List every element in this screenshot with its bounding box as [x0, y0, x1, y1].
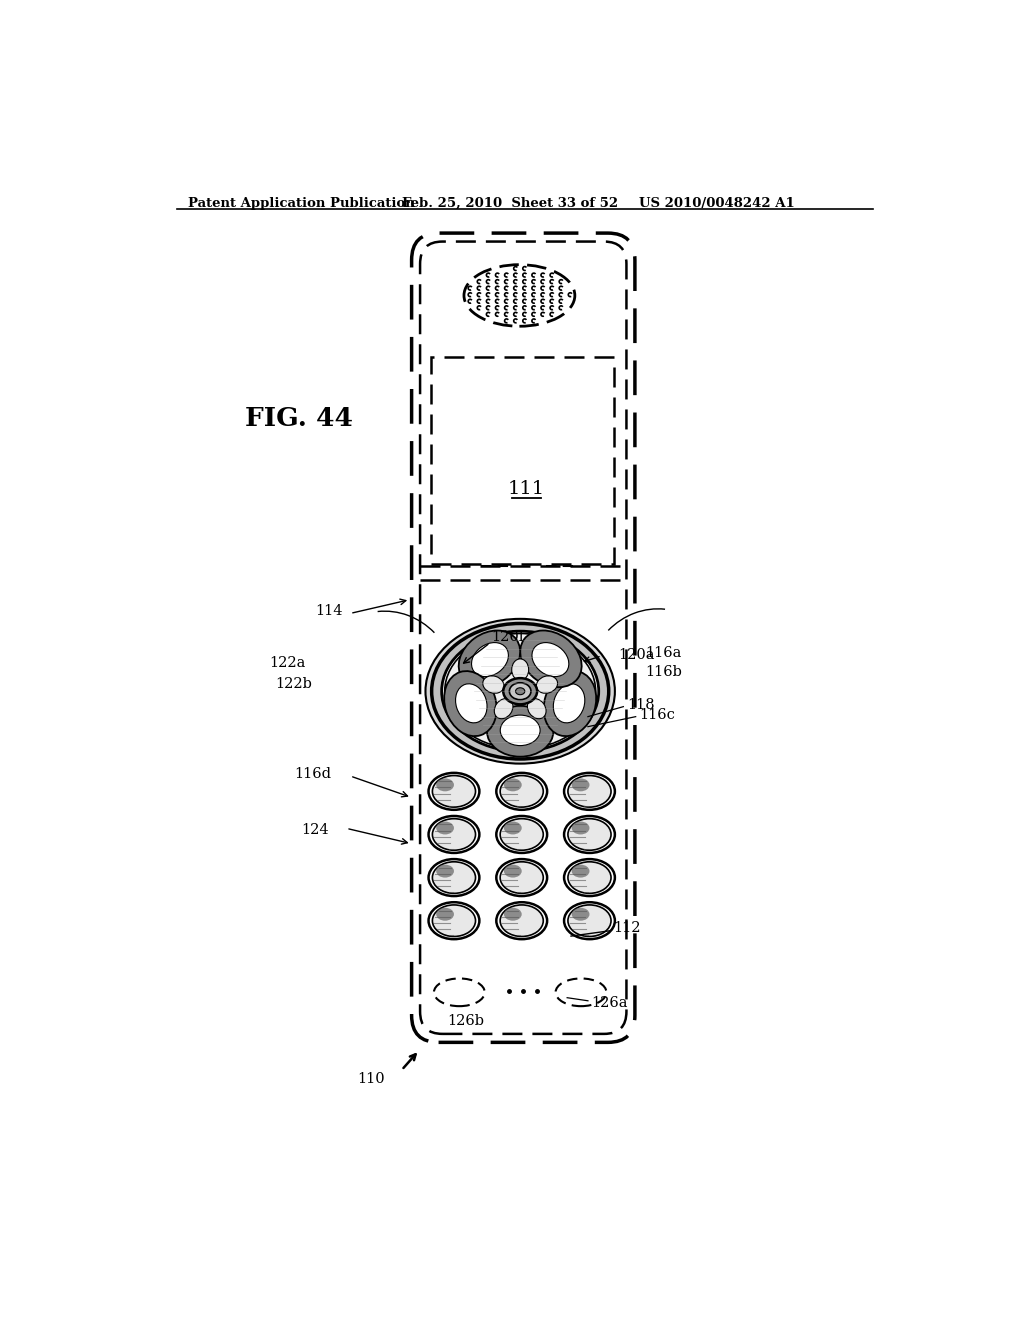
Ellipse shape	[444, 634, 596, 748]
Ellipse shape	[571, 779, 590, 792]
Text: 126b: 126b	[447, 1014, 484, 1028]
Text: US 2010/0048242 A1: US 2010/0048242 A1	[639, 197, 795, 210]
Text: 126a: 126a	[591, 997, 628, 1010]
Text: FIG. 44: FIG. 44	[245, 407, 352, 432]
Ellipse shape	[568, 818, 611, 850]
Ellipse shape	[441, 631, 599, 751]
Ellipse shape	[429, 859, 479, 896]
Ellipse shape	[571, 908, 590, 921]
Bar	[547, 549, 578, 566]
Text: 116b: 116b	[645, 665, 682, 678]
Ellipse shape	[568, 776, 611, 807]
Ellipse shape	[471, 643, 508, 677]
Ellipse shape	[444, 671, 497, 737]
Ellipse shape	[564, 859, 614, 896]
Ellipse shape	[504, 779, 521, 792]
Ellipse shape	[564, 903, 614, 940]
Ellipse shape	[436, 821, 454, 834]
Text: 114: 114	[314, 605, 342, 618]
Ellipse shape	[544, 671, 596, 737]
Text: 112: 112	[613, 921, 641, 936]
Ellipse shape	[500, 776, 544, 807]
Ellipse shape	[500, 906, 544, 936]
Ellipse shape	[531, 643, 569, 677]
Ellipse shape	[500, 862, 544, 894]
Ellipse shape	[564, 816, 614, 853]
Ellipse shape	[512, 659, 528, 681]
Text: 116d: 116d	[294, 767, 331, 780]
Ellipse shape	[568, 906, 611, 936]
Ellipse shape	[509, 682, 531, 700]
Ellipse shape	[495, 698, 513, 718]
Ellipse shape	[429, 774, 479, 810]
Ellipse shape	[432, 623, 608, 759]
Ellipse shape	[436, 908, 454, 921]
Ellipse shape	[432, 862, 475, 894]
Ellipse shape	[520, 631, 582, 688]
Ellipse shape	[497, 903, 547, 940]
Text: 111: 111	[508, 480, 545, 499]
Text: 116c: 116c	[639, 708, 675, 722]
Ellipse shape	[503, 678, 538, 705]
Ellipse shape	[504, 821, 521, 834]
Text: 122b: 122b	[275, 677, 312, 690]
Ellipse shape	[504, 865, 521, 878]
Ellipse shape	[500, 818, 544, 850]
Text: 124: 124	[302, 822, 330, 837]
Ellipse shape	[434, 978, 484, 1006]
Text: 118: 118	[628, 698, 654, 711]
Ellipse shape	[432, 818, 475, 850]
Text: 110: 110	[357, 1072, 385, 1086]
Text: 120f: 120f	[492, 631, 524, 644]
Ellipse shape	[436, 779, 454, 792]
Ellipse shape	[456, 684, 487, 723]
Ellipse shape	[464, 264, 574, 326]
Ellipse shape	[425, 619, 614, 763]
Text: 116a: 116a	[645, 645, 681, 660]
Text: 120a: 120a	[618, 648, 655, 663]
Ellipse shape	[459, 631, 520, 688]
Text: Feb. 25, 2010  Sheet 33 of 52: Feb. 25, 2010 Sheet 33 of 52	[401, 197, 617, 210]
Ellipse shape	[429, 903, 479, 940]
Ellipse shape	[487, 706, 553, 756]
Ellipse shape	[571, 821, 590, 834]
Text: Patent Application Publication: Patent Application Publication	[188, 197, 415, 210]
Ellipse shape	[571, 865, 590, 878]
Ellipse shape	[501, 715, 540, 746]
Ellipse shape	[482, 676, 504, 693]
Ellipse shape	[553, 684, 585, 723]
Ellipse shape	[504, 908, 521, 921]
Ellipse shape	[537, 676, 557, 693]
Ellipse shape	[568, 862, 611, 894]
FancyBboxPatch shape	[412, 234, 635, 1043]
Ellipse shape	[429, 816, 479, 853]
Ellipse shape	[436, 865, 454, 878]
Ellipse shape	[432, 776, 475, 807]
Ellipse shape	[497, 774, 547, 810]
Ellipse shape	[527, 698, 546, 718]
Ellipse shape	[432, 906, 475, 936]
Ellipse shape	[497, 859, 547, 896]
Text: 122a: 122a	[269, 656, 306, 669]
Bar	[481, 549, 512, 566]
Bar	[431, 358, 614, 564]
Ellipse shape	[497, 816, 547, 853]
Ellipse shape	[564, 774, 614, 810]
Ellipse shape	[515, 688, 525, 694]
Ellipse shape	[556, 978, 606, 1006]
